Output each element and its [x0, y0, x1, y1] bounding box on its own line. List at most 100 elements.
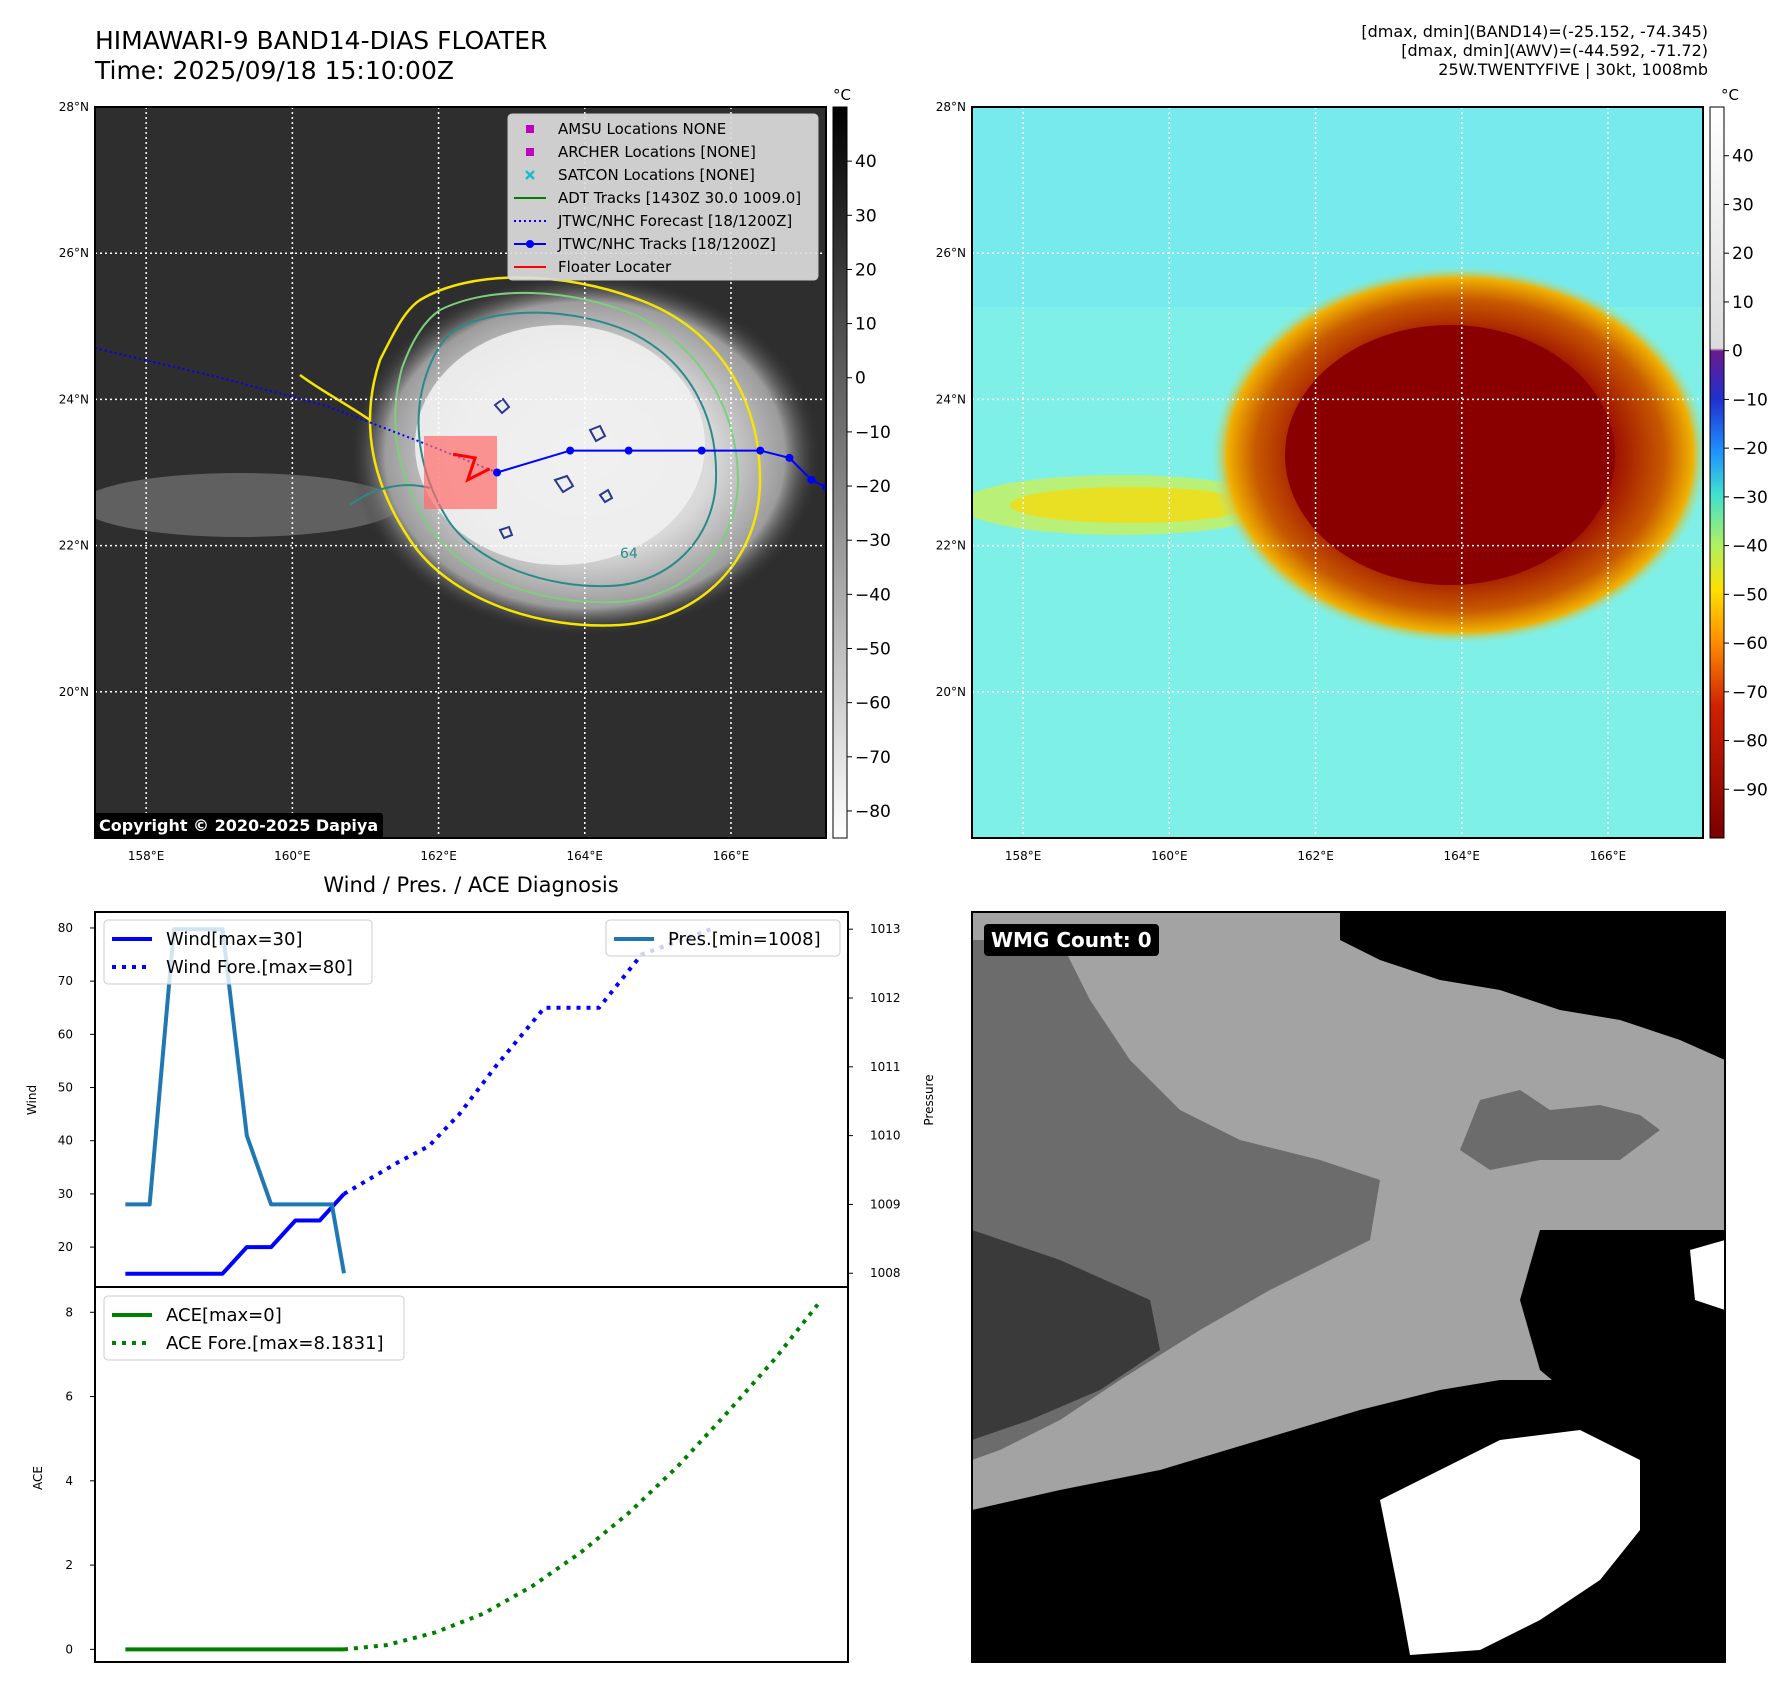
pressure-y-tick-label: 1008 [870, 1266, 901, 1280]
gray-colorbar-tick-label: −20 [855, 477, 891, 497]
color-colorbar-tick-label: 30 [1732, 195, 1754, 215]
gray-colorbar-tick-label: −10 [855, 423, 891, 443]
gray-colorbar-bar [832, 106, 848, 839]
ir-color-imagery [972, 107, 1703, 645]
figure-title-line2: Time: 2025/09/18 15:10:00Z [95, 56, 454, 85]
color-colorbar-tick-label: −10 [1732, 390, 1768, 410]
contour-yellow-band [299, 373, 371, 422]
pressure-y-tick-label: 1009 [870, 1197, 901, 1211]
legend-entry-label: AMSU Locations NONE [558, 120, 726, 138]
ir-color-lon-label: 166°E [1590, 849, 1627, 863]
pressure-legend-box [605, 919, 841, 957]
gray-colorbar-tick-label: −30 [855, 531, 891, 551]
ir-gray-lon-label: 162°E [420, 849, 457, 863]
wind-y-tick-label: 20 [58, 1240, 73, 1254]
color-colorbar-tick-label: −90 [1732, 780, 1768, 800]
wind-y-tick-label: 40 [58, 1134, 73, 1148]
map-legend-box [507, 113, 819, 281]
wmg-black-top [1340, 912, 1725, 1060]
color-colorbar-tick-label: 10 [1732, 293, 1754, 313]
ir-color-panel: 28°N 26°N 24°N 22°N 20°N 158°E 160°E 162°E 164°… [936, 100, 1704, 863]
figure-title-line1: HIMAWARI-9 BAND14-DIAS FLOATER [95, 26, 548, 55]
map-legend: AMSU Locations NONE ARCHER Locations [NON… [507, 113, 819, 281]
gray-colorbar-tick-label: 0 [855, 369, 866, 389]
ace-legend-box [103, 1295, 405, 1361]
diagnosis-chart-title: Wind / Pres. / ACE Diagnosis [323, 873, 618, 897]
wind-y-tick-label: 50 [58, 1081, 73, 1095]
wmg-frame [971, 911, 1726, 1663]
copyright-label: Copyright © 2020-2025 Dapiya [94, 813, 384, 838]
legend-marker-square [526, 125, 534, 133]
wmg-panel [971, 911, 1726, 1663]
contour-value-label: 64 [620, 546, 638, 562]
series-line-windforemax [342, 926, 716, 1196]
color-colorbar-ticks: 40 30 20 10 0 −10 −20 −30 −40 −50 −60 −70 −80 −90 [1724, 147, 1768, 800]
color-colorbar-tick-label: −20 [1732, 439, 1768, 459]
contour-yellow [368, 276, 762, 627]
gray-colorbar-tick-label: −60 [855, 694, 891, 714]
color-colorbar-tick-label: −30 [1732, 488, 1768, 508]
ace-y-tick-label: 0 [65, 1642, 73, 1656]
color-colorbar: °C 40 30 20 10 0 −10 −20 −30 −40 −50 −60 −70 −80 −90 [1709, 86, 1768, 839]
ir-color-lat-label: 20°N [936, 685, 966, 699]
wmg-region-patch [1460, 1090, 1660, 1170]
ir-gray-lon-labels: 158°E 160°E 162°E 164°E 166°E [128, 849, 749, 863]
gray-colorbar-unit: °C [833, 86, 851, 104]
ace-chart-axes: 0 2 4 6 8 [65, 1305, 95, 1656]
jtwc-track-point [493, 468, 502, 477]
ace-y-tick-label: 6 [65, 1390, 73, 1404]
ir-color-gridlines [972, 107, 1703, 838]
ir-gray-lat-label: 22°N [59, 539, 89, 553]
pressure-y-axis-label: Pressure [922, 1074, 936, 1125]
pressure-y-tick-label: 1011 [870, 1060, 901, 1074]
ir-color-lat-label: 22°N [936, 539, 966, 553]
ir-color-lon-label: 164°E [1444, 849, 1481, 863]
color-colorbar-bar [1709, 106, 1725, 839]
ir-gray-imagery: 64 [95, 275, 820, 635]
wmg-white-sliver [1690, 1240, 1725, 1310]
info-line-storm: 25W.TWENTYFIVE | 30kt, 1008mb [1438, 60, 1708, 79]
pressure-y-tick-label: 1013 [870, 922, 901, 936]
gray-colorbar-tick-label: 20 [855, 260, 877, 280]
jtwc-track-point [807, 475, 816, 484]
ir-gray-lon-label: 160°E [274, 849, 311, 863]
wind-legend-label: Wind Fore.[max=80] [166, 957, 353, 978]
color-colorbar-tick-label: 0 [1732, 342, 1743, 362]
ir-gray-lon-label: 166°E [713, 849, 750, 863]
ir-gray-lat-label: 26°N [59, 246, 89, 260]
jtwc-track-point [785, 453, 794, 462]
ir-color-lon-label: 160°E [1151, 849, 1188, 863]
wind-y-tick-label: 80 [58, 921, 73, 935]
jtwc-track-point [624, 446, 633, 455]
jtwc-track-point [756, 446, 765, 455]
series-line-windmax [125, 1192, 346, 1276]
wind-chart-series [125, 926, 716, 1276]
ir-color-rainband-core [1010, 487, 1250, 523]
track-layer [95, 347, 826, 510]
ace-y-axis-label: ACE [31, 1466, 45, 1490]
gray-colorbar-tick-label: −70 [855, 748, 891, 768]
jtwc-forecast-line [95, 347, 498, 474]
ir-color-lat-labels: 28°N 26°N 24°N 22°N 20°N [936, 100, 966, 699]
ir-color-lon-label: 158°E [1005, 849, 1042, 863]
ir-gray-rainband [95, 473, 400, 537]
legend-marker-square [526, 148, 534, 156]
color-colorbar-tick-label: −60 [1732, 634, 1768, 654]
legend-entry-label: JTWC/NHC Tracks [18/1200Z] [557, 235, 776, 253]
series-line-presmin [125, 927, 346, 1274]
ir-color-upper-band [972, 107, 1703, 307]
color-colorbar-tick-label: 20 [1732, 244, 1754, 264]
ir-color-lat-label: 26°N [936, 246, 966, 260]
ace-y-tick-label: 2 [65, 1558, 73, 1572]
wind-chart-axes: 20 30 40 50 60 70 80 1008 1009 1010 1011 1012 1013 [58, 921, 901, 1280]
legend-entry-label: JTWC/NHC Forecast [18/1200Z] [557, 212, 792, 230]
wind-chart-legend: Wind[max=30] Wind Fore.[max=80] Pres.[min=… [103, 919, 841, 985]
gray-colorbar: °C 40 30 20 10 0 −10 −20 −30 −40 −50 −60 −70 −80 [832, 86, 891, 839]
ir-gray-lon-label: 164°E [567, 849, 604, 863]
contour-teal-band [349, 484, 431, 506]
wmg-white-region [1380, 1430, 1640, 1655]
wind-y-tick-label: 60 [58, 1027, 73, 1041]
color-colorbar-tick-label: −50 [1732, 585, 1768, 605]
ir-color-lon-label: 162°E [1297, 849, 1334, 863]
